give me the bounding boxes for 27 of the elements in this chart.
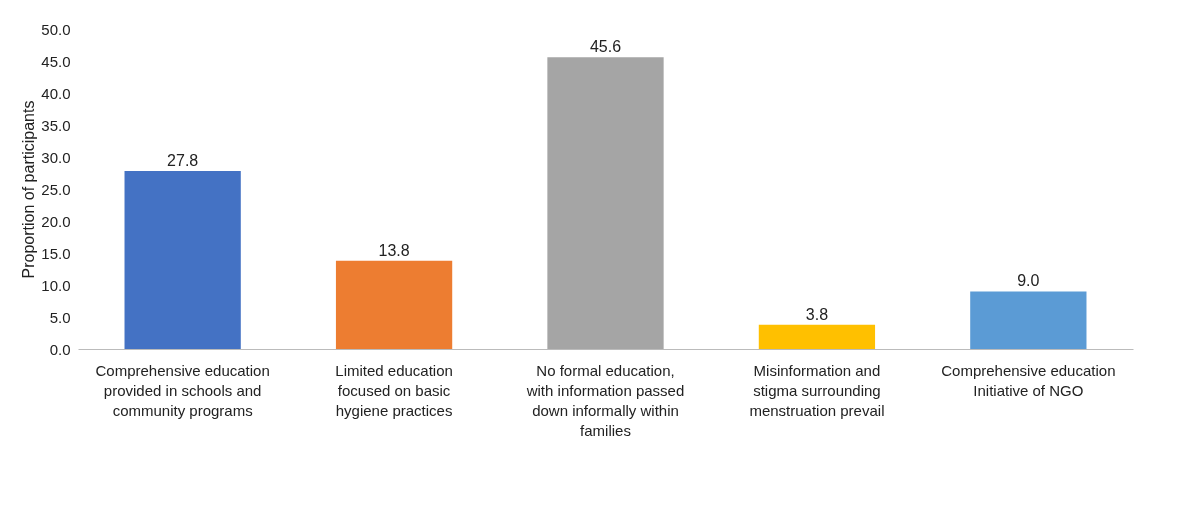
y-tick-label: 30.0 [41,148,71,166]
bar [335,260,453,349]
data-label: 27.8 [167,152,199,170]
data-label: 45.6 [589,38,622,56]
y-tick-label: 50.0 [41,20,71,38]
y-tick-label: 0.0 [49,340,71,358]
x-tick-label: Limited education focused on basic hygiene practices [335,361,453,419]
y-tick-label: 15.0 [41,244,71,262]
y-tick-label: 25.0 [41,180,71,198]
x-tick-label: Comprehensive education Initiative of NGO [941,361,1116,399]
data-label: 3.8 [805,305,829,323]
y-tick-label: 20.0 [41,212,71,230]
bar [758,324,876,349]
bar [970,291,1087,349]
bar [124,171,241,349]
x-tick-label: Comprehensive education provided in schools and community programs [95,361,270,419]
y-axis-title: Proportion of participants [20,100,38,279]
y-tick-label: 5.0 [49,308,71,326]
bar [547,57,664,349]
data-label: 9.0 [1017,272,1040,290]
y-tick-label: 10.0 [41,276,71,294]
data-label: 13.8 [378,241,410,259]
x-tick-label: No formal education, with information passed down informally within families [525,361,685,439]
y-tick-label: 35.0 [41,116,71,134]
y-tick-label: 45.0 [41,52,71,70]
x-tick-label: Misinformation and stigma surrounding menstruation prevail [749,361,885,419]
y-tick-label: 40.0 [41,84,71,102]
